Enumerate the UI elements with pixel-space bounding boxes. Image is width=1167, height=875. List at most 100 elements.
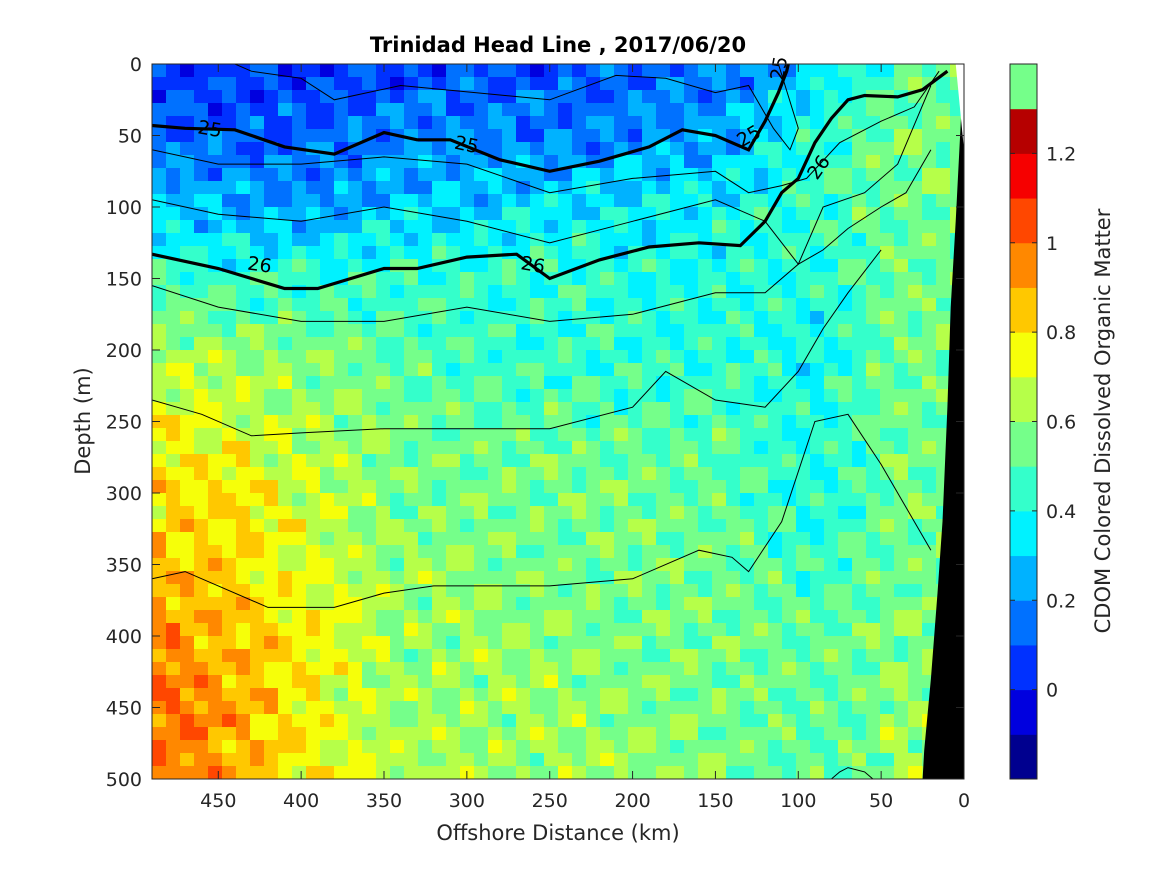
- field-cell: [698, 688, 713, 702]
- field-cell: [432, 610, 447, 624]
- field-cell: [894, 610, 909, 624]
- field-cell: [348, 597, 363, 611]
- field-cell: [908, 454, 923, 468]
- field-cell: [404, 532, 419, 546]
- field-cell: [152, 337, 167, 351]
- field-cell: [544, 389, 559, 403]
- field-cell: [642, 545, 657, 559]
- field-cell: [222, 311, 237, 325]
- field-cell: [670, 129, 685, 143]
- field-cell: [418, 155, 433, 169]
- field-cell: [586, 545, 601, 559]
- field-cell: [544, 220, 559, 234]
- field-cell: [334, 727, 349, 741]
- field-cell: [362, 298, 377, 312]
- field-cell: [222, 246, 237, 260]
- field-cell: [236, 324, 251, 338]
- field-cell: [460, 350, 475, 364]
- field-cell: [782, 389, 797, 403]
- field-cell: [894, 766, 909, 779]
- field-cell: [292, 168, 307, 182]
- field-cell: [404, 545, 419, 559]
- field-cell: [362, 194, 377, 208]
- field-cell: [824, 168, 839, 182]
- field-cell: [208, 428, 223, 442]
- field-cell: [922, 285, 937, 299]
- field-cell: [614, 727, 629, 741]
- field-cell: [376, 571, 391, 585]
- field-cell: [558, 662, 573, 676]
- field-cell: [866, 506, 881, 520]
- field-cell: [572, 363, 587, 377]
- field-cell: [796, 753, 811, 767]
- field-cell: [880, 636, 895, 650]
- field-cell: [474, 259, 489, 273]
- field-cell: [502, 103, 517, 117]
- field-cell: [894, 688, 909, 702]
- field-cell: [838, 454, 853, 468]
- field-cell: [950, 116, 964, 130]
- field-cell: [516, 350, 531, 364]
- field-cell: [180, 324, 195, 338]
- field-cell: [208, 376, 223, 390]
- field-cell: [152, 688, 167, 702]
- field-cell: [796, 181, 811, 195]
- field-cell: [558, 610, 573, 624]
- field-cell: [488, 675, 503, 689]
- field-cell: [404, 519, 419, 533]
- field-cell: [474, 636, 489, 650]
- field-cell: [740, 506, 755, 520]
- field-cell: [866, 636, 881, 650]
- field-cell: [726, 623, 741, 637]
- field-cell: [544, 428, 559, 442]
- field-cell: [432, 363, 447, 377]
- field-cell: [894, 623, 909, 637]
- field-cell: [810, 493, 825, 507]
- field-cell: [306, 324, 321, 338]
- field-cell: [754, 506, 769, 520]
- field-cell: [376, 467, 391, 481]
- field-cell: [264, 116, 279, 130]
- field-cell: [544, 415, 559, 429]
- field-cell: [754, 389, 769, 403]
- field-cell: [502, 740, 517, 754]
- field-cell: [180, 116, 195, 130]
- field-cell: [152, 441, 167, 455]
- field-cell: [558, 142, 573, 156]
- field-cell: [208, 194, 223, 208]
- colorbar-tick-label: 1.2: [1046, 143, 1076, 165]
- field-cell: [642, 90, 657, 104]
- field-cell: [810, 623, 825, 637]
- field-cell: [208, 285, 223, 299]
- field-cell: [530, 545, 545, 559]
- field-cell: [894, 116, 909, 130]
- field-cell: [572, 623, 587, 637]
- field-cell: [642, 688, 657, 702]
- field-cell: [320, 675, 335, 689]
- field-cell: [166, 142, 181, 156]
- field-cell: [698, 506, 713, 520]
- field-cell: [852, 727, 867, 741]
- field-cell: [152, 454, 167, 468]
- field-cell: [348, 155, 363, 169]
- field-cell: [754, 207, 769, 221]
- field-cell: [292, 350, 307, 364]
- field-cell: [726, 584, 741, 598]
- field-cell: [306, 194, 321, 208]
- field-cell: [502, 753, 517, 767]
- field-cell: [390, 389, 405, 403]
- field-cell: [698, 636, 713, 650]
- colorbar-swatch: [1010, 510, 1037, 557]
- field-cell: [698, 714, 713, 728]
- field-cell: [348, 64, 363, 78]
- field-cell: [894, 168, 909, 182]
- field-cell: [166, 207, 181, 221]
- field-cell: [404, 363, 419, 377]
- field-cell: [530, 597, 545, 611]
- field-cell: [922, 636, 937, 650]
- field-cell: [768, 636, 783, 650]
- field-cell: [600, 597, 615, 611]
- field-cell: [936, 311, 951, 325]
- field-cell: [250, 727, 265, 741]
- field-cell: [698, 402, 713, 416]
